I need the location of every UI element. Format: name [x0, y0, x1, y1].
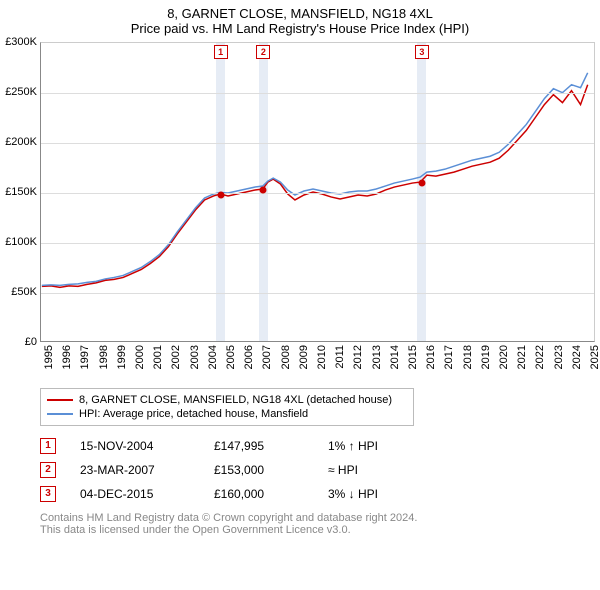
- y-tick-label: £50K: [0, 286, 37, 298]
- x-tick-label: 2019: [480, 345, 492, 369]
- event-row: 3 04-DEC-2015 £160,000 3% ↓ HPI: [40, 482, 600, 506]
- event-date: 23-MAR-2007: [80, 463, 190, 477]
- y-tick-label: £150K: [0, 186, 37, 198]
- gridline: [41, 243, 594, 244]
- events-table: 1 15-NOV-2004 £147,995 1% ↑ HPI 2 23-MAR-2007…: [40, 434, 600, 506]
- event-date: 04-DEC-2015: [80, 487, 190, 501]
- x-tick-label: 2024: [571, 345, 583, 369]
- x-tick-label: 2001: [152, 345, 164, 369]
- footer: Contains HM Land Registry data © Crown c…: [40, 512, 600, 536]
- x-tick-label: 2000: [134, 345, 146, 369]
- x-tick-label: 2018: [462, 345, 474, 369]
- x-tick-label: 2021: [516, 345, 528, 369]
- y-tick-label: £200K: [0, 136, 37, 148]
- series-property: [42, 85, 588, 288]
- legend-swatch: [47, 399, 73, 401]
- marker-dot: [418, 180, 425, 187]
- x-tick-label: 2012: [352, 345, 364, 369]
- legend-item: 8, GARNET CLOSE, MANSFIELD, NG18 4XL (de…: [47, 393, 407, 407]
- legend-label: HPI: Average price, detached house, Mans…: [79, 408, 308, 420]
- x-tick-label: 2017: [443, 345, 455, 369]
- event-index: 1: [40, 438, 56, 454]
- event-price: £160,000: [214, 487, 304, 501]
- title-block: 8, GARNET CLOSE, MANSFIELD, NG18 4XL Pri…: [0, 0, 600, 38]
- gridline: [41, 143, 594, 144]
- x-tick-label: 2025: [589, 345, 600, 369]
- x-tick-label: 1995: [43, 345, 55, 369]
- x-tick-label: 2016: [425, 345, 437, 369]
- x-tick-label: 1997: [79, 345, 91, 369]
- x-tick-label: 2008: [280, 345, 292, 369]
- x-tick-label: 1999: [116, 345, 128, 369]
- title-sub: Price paid vs. HM Land Registry's House …: [0, 21, 600, 36]
- event-date: 15-NOV-2004: [80, 439, 190, 453]
- event-price: £153,000: [214, 463, 304, 477]
- x-tick-label: 2023: [553, 345, 565, 369]
- x-tick-label: 1996: [61, 345, 73, 369]
- y-tick-label: £100K: [0, 236, 37, 248]
- footer-line2: This data is licensed under the Open Gov…: [40, 524, 600, 536]
- x-tick-label: 2022: [534, 345, 546, 369]
- x-tick-label: 2013: [371, 345, 383, 369]
- y-tick-label: £300K: [0, 36, 37, 48]
- footer-line1: Contains HM Land Registry data © Crown c…: [40, 512, 600, 524]
- marker-label: 1: [214, 45, 228, 59]
- legend: 8, GARNET CLOSE, MANSFIELD, NG18 4XL (de…: [40, 388, 414, 426]
- legend-item: HPI: Average price, detached house, Mans…: [47, 407, 407, 421]
- x-axis: 1995 1996 1997 1998 1999 2000 2001 2002 2003 2004…: [40, 342, 595, 382]
- event-index: 3: [40, 486, 56, 502]
- x-tick-label: 2004: [207, 345, 219, 369]
- y-tick-label: £250K: [0, 86, 37, 98]
- x-tick-label: 2003: [189, 345, 201, 369]
- x-tick-label: 2009: [298, 345, 310, 369]
- line-chart: 1 2 3: [40, 42, 595, 342]
- series-hpi: [42, 73, 588, 286]
- x-tick-label: 2007: [261, 345, 273, 369]
- legend-label: 8, GARNET CLOSE, MANSFIELD, NG18 4XL (de…: [79, 394, 392, 406]
- event-hpi: 1% ↑ HPI: [328, 439, 428, 453]
- x-tick-label: 2020: [498, 345, 510, 369]
- marker-dot: [217, 192, 224, 199]
- gridline: [41, 293, 594, 294]
- x-tick-label: 2006: [243, 345, 255, 369]
- marker-label: 3: [415, 45, 429, 59]
- x-tick-label: 2005: [225, 345, 237, 369]
- title-main: 8, GARNET CLOSE, MANSFIELD, NG18 4XL: [0, 6, 600, 21]
- gridline: [41, 193, 594, 194]
- gridline: [41, 93, 594, 94]
- event-hpi: ≈ HPI: [328, 463, 428, 477]
- x-tick-label: 2010: [316, 345, 328, 369]
- marker-label: 2: [256, 45, 270, 59]
- x-tick-label: 2011: [334, 345, 346, 369]
- x-tick-label: 2014: [389, 345, 401, 369]
- event-row: 2 23-MAR-2007 £153,000 ≈ HPI: [40, 458, 600, 482]
- marker-dot: [260, 187, 267, 194]
- event-index: 2: [40, 462, 56, 478]
- chart-lines: [41, 43, 594, 341]
- x-tick-label: 1998: [98, 345, 110, 369]
- y-tick-label: £0: [0, 336, 37, 348]
- x-tick-label: 2015: [407, 345, 419, 369]
- event-hpi: 3% ↓ HPI: [328, 487, 428, 501]
- x-tick-label: 2002: [170, 345, 182, 369]
- event-row: 1 15-NOV-2004 £147,995 1% ↑ HPI: [40, 434, 600, 458]
- legend-swatch: [47, 413, 73, 415]
- event-price: £147,995: [214, 439, 304, 453]
- y-axis: £0£50K£100K£150K£200K£250K£300K: [0, 42, 40, 342]
